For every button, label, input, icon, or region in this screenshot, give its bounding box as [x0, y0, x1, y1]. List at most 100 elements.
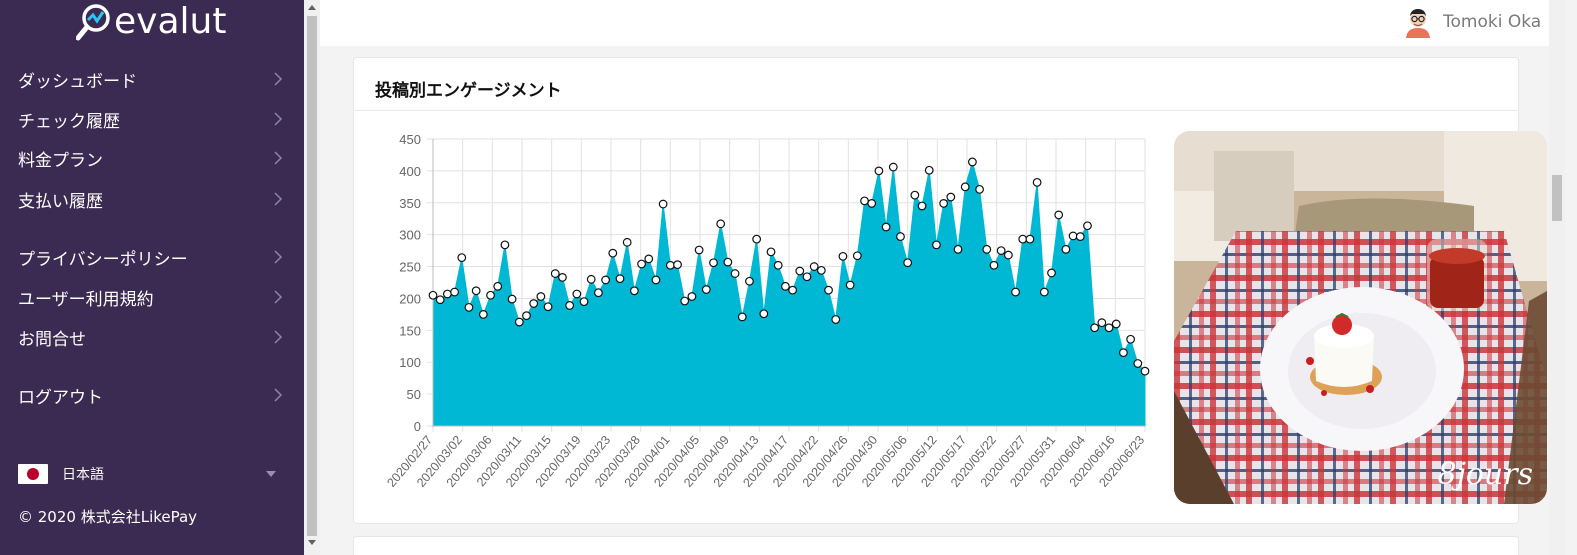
- data-point: [860, 196, 869, 206]
- data-point: [558, 272, 567, 282]
- data-point: [500, 240, 510, 250]
- data-point: [730, 269, 740, 278]
- chevron-right-icon: [274, 388, 283, 402]
- y-tick-label: 250: [399, 260, 421, 275]
- data-point: [536, 292, 546, 301]
- data-point: [924, 165, 934, 175]
- sidebar-item-dashboard[interactable]: ダッシュボード: [0, 63, 304, 95]
- data-point: [716, 219, 726, 229]
- data-point: [795, 266, 805, 276]
- sidebar-scrollbar[interactable]: [304, 0, 320, 555]
- copyright: © 2020 株式会社LikePay: [18, 508, 198, 526]
- data-point: [896, 232, 905, 241]
- data-point: [802, 272, 812, 282]
- data-point: [471, 286, 481, 296]
- data-point: [874, 166, 884, 176]
- sidebar-item-logout[interactable]: ログアウト: [0, 379, 304, 411]
- language-selector[interactable]: 日本語: [18, 462, 286, 486]
- caret-down-icon: [266, 471, 276, 477]
- data-point: [1111, 319, 1121, 329]
- sidebar-item-privacy-policy[interactable]: プライバシーポリシー: [0, 241, 304, 273]
- data-point: [737, 312, 747, 322]
- data-point: [867, 199, 877, 208]
- data-point: [1119, 348, 1128, 358]
- data-point: [579, 297, 589, 307]
- user-name[interactable]: Tomoki Oka: [1443, 12, 1542, 32]
- language-label: 日本語: [62, 467, 104, 483]
- data-point: [507, 294, 517, 304]
- data-point: [435, 295, 445, 305]
- sidebar-item-label: プライバシーポリシー: [18, 249, 188, 270]
- data-point: [565, 301, 575, 310]
- sidebar-item-label: ログアウト: [18, 387, 103, 408]
- post-photo[interactable]: 8jours: [1174, 131, 1547, 504]
- data-point: [543, 302, 553, 312]
- data-point: [752, 234, 762, 244]
- japan-flag-icon: [18, 464, 48, 484]
- sidebar-item-terms-of-use[interactable]: ユーザー利用規約: [0, 281, 304, 313]
- top-header: Tomoki Oka: [320, 0, 1549, 46]
- user-avatar[interactable]: [1403, 6, 1433, 38]
- y-tick-label: 400: [399, 164, 421, 179]
- data-point: [615, 274, 625, 284]
- data-point: [687, 292, 697, 301]
- data-point: [759, 309, 769, 319]
- data-point: [550, 269, 560, 278]
- data-point: [939, 199, 949, 208]
- data-point: [781, 281, 790, 291]
- data-point: [903, 258, 913, 268]
- main-scrollbar[interactable]: [1549, 0, 1565, 555]
- scroll-down-arrow-icon[interactable]: [308, 540, 316, 545]
- data-point: [809, 262, 819, 271]
- y-tick-label: 350: [399, 196, 421, 211]
- chevron-right-icon: [274, 151, 283, 165]
- sidebar-item-label: お問合せ: [18, 329, 86, 350]
- scroll-up-arrow-icon[interactable]: [308, 5, 316, 10]
- chevron-right-icon: [274, 290, 283, 304]
- photo-caption: 8jours: [1437, 457, 1533, 492]
- data-point: [493, 281, 503, 291]
- chevron-right-icon: [274, 192, 283, 206]
- data-point: [824, 285, 833, 295]
- scrollbar-thumb[interactable]: [307, 16, 317, 536]
- data-point: [594, 288, 603, 298]
- data-point: [1047, 268, 1056, 278]
- data-point: [608, 248, 618, 258]
- card-title: 投稿別エンゲージメント: [375, 81, 562, 101]
- sidebar-item-contact[interactable]: お問合せ: [0, 321, 304, 353]
- data-point: [665, 260, 675, 270]
- chevron-right-icon: [274, 330, 283, 344]
- data-point: [572, 289, 582, 299]
- sidebar-item-payment-history[interactable]: 支払い履歴: [0, 183, 304, 215]
- data-point: [960, 182, 970, 192]
- data-point: [457, 253, 467, 263]
- next-card: [353, 536, 1519, 555]
- data-point: [428, 290, 438, 300]
- data-point: [996, 246, 1006, 256]
- data-point: [586, 274, 596, 284]
- data-point: [838, 251, 848, 261]
- data-point: [1054, 210, 1064, 220]
- data-point: [723, 257, 733, 267]
- logo[interactable]: evalut: [76, 0, 226, 44]
- sidebar-item-check-history[interactable]: チェック履歴: [0, 103, 304, 135]
- magnifier-logo-icon: [76, 4, 110, 41]
- data-point: [1061, 244, 1071, 254]
- y-tick-label: 150: [399, 323, 421, 338]
- data-point: [1104, 323, 1114, 333]
- data-point: [816, 265, 826, 275]
- scrollbar-thumb[interactable]: [1552, 175, 1562, 221]
- data-point: [975, 184, 984, 194]
- sidebar-item-pricing-plan[interactable]: 料金プラン: [0, 142, 304, 174]
- data-point: [917, 201, 927, 211]
- sidebar-item-label: チェック履歴: [18, 111, 120, 132]
- y-tick-label: 100: [399, 355, 421, 370]
- data-point: [1032, 177, 1042, 187]
- cake-photo-image: [1174, 131, 1547, 504]
- data-point: [673, 260, 682, 270]
- card-divider: [354, 110, 1518, 111]
- data-point: [1068, 231, 1078, 241]
- data-point: [852, 251, 862, 261]
- sidebar-item-label: ダッシュボード: [18, 71, 137, 92]
